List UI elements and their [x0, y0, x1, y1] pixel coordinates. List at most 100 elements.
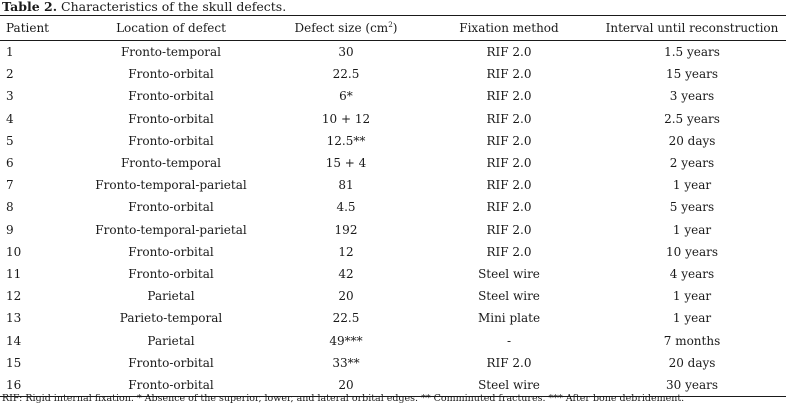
caption-text: Characteristics of the skull defects.: [57, 0, 287, 14]
table-row: 10 Fronto-orbital 12 RIF 2.0 10 years: [0, 241, 786, 263]
skull-defects-table: Patient Location of defect Defect size (…: [0, 15, 786, 397]
table-row: 11 Fronto-orbital 42 Steel wire 4 years: [0, 263, 786, 285]
column-header-interval: Interval until reconstruction: [592, 15, 786, 41]
table-header-row: Patient Location of defect Defect size (…: [0, 15, 786, 41]
cell-patient: 14: [6, 333, 22, 348]
table-row: 14 Parietal 49*** - 7 months: [0, 329, 786, 351]
cell-defect-size: 12: [338, 244, 354, 259]
cell-defect-size: 42: [338, 266, 354, 281]
cell-fixation: Mini plate: [477, 311, 541, 326]
cell-interval: 20 days: [668, 355, 716, 370]
column-header-patient: Patient: [0, 15, 76, 41]
cell-patient: 16: [0, 373, 76, 397]
size-header-prefix: Defect size (cm: [294, 21, 389, 35]
cell-fixation: Steel wire: [478, 289, 540, 304]
cell-defect-size: 30: [338, 45, 354, 60]
column-header-location: Location of defect: [76, 15, 266, 41]
column-header-defect-size: Defect size (cm2): [266, 15, 426, 41]
cell-patient: 15: [6, 355, 22, 370]
cell-defect-size: 33**: [332, 355, 360, 370]
cell-interval: 20 days: [668, 133, 716, 148]
caption-label: Table 2.: [2, 0, 58, 14]
cell-patient: 7: [6, 178, 14, 193]
cell-location: Fronto-temporal: [120, 45, 222, 60]
table-row: 6 Fronto-temporal 15 + 4 RIF 2.0 2 years: [0, 152, 786, 174]
cell-interval: 1.5 years: [664, 45, 720, 60]
cell-defect-size: 81: [338, 178, 354, 193]
table-row: 12 Parietal 20 Steel wire 1 year: [0, 285, 786, 307]
cell-patient: 12: [6, 289, 22, 304]
table-row: 1 Fronto-temporal 30 RIF 2.0 1.5 years: [0, 41, 786, 64]
cell-patient: 4: [6, 111, 14, 126]
table-caption: Table 2. Characteristics of the skull de…: [2, 0, 286, 14]
cell-defect-size: 22.5: [332, 67, 360, 82]
cell-patient: 1: [6, 45, 14, 60]
cell-patient: 13: [6, 311, 22, 326]
cell-patient: 10: [6, 244, 22, 259]
size-header-suffix: ): [392, 21, 398, 35]
cell-fixation: RIF 2.0: [486, 111, 532, 126]
cell-defect-size: 15 + 4: [325, 156, 367, 171]
table-row: 5 Fronto-orbital 12.5** RIF 2.0 20 days: [0, 130, 786, 152]
cell-fixation: Steel wire: [478, 266, 540, 281]
table-row: 3 Fronto-orbital 6* RIF 2.0 3 years: [0, 85, 786, 107]
cell-interval: 1 year: [672, 178, 712, 193]
cell-defect-size: 49***: [329, 333, 363, 348]
cell-location: Fronto-orbital: [128, 111, 214, 126]
cell-location: Fronto-orbital: [128, 200, 214, 215]
cell-defect-size: 20: [266, 373, 426, 397]
cell-interval: 15 years: [665, 67, 718, 82]
cell-fixation: RIF 2.0: [486, 156, 532, 171]
cell-location: Parietal: [147, 333, 195, 348]
cell-patient: 11: [6, 266, 22, 281]
cell-defect-size: 6*: [339, 89, 353, 104]
cell-location: Fronto-orbital: [128, 266, 214, 281]
cell-interval: 30 years: [592, 373, 786, 397]
cell-location: Fronto-orbital: [128, 244, 214, 259]
table-row: 13 Parieto-temporal 22.5 Mini plate 1 year: [0, 307, 786, 329]
cell-patient: 3: [6, 89, 14, 104]
cell-patient: 2: [6, 67, 14, 82]
cell-interval: 7 months: [663, 333, 721, 348]
cell-fixation: RIF 2.0: [486, 244, 532, 259]
cell-fixation: RIF 2.0: [486, 133, 532, 148]
cell-location: Fronto-temporal: [120, 156, 222, 171]
cell-location: Fronto-orbital: [128, 67, 214, 82]
table-row: 7 Fronto-temporal-parietal 81 RIF 2.0 1 year: [0, 174, 786, 196]
cell-fixation: RIF 2.0: [486, 200, 532, 215]
cell-patient: 9: [6, 222, 14, 237]
table-row: 9 Fronto-temporal-parietal 192 RIF 2.0 1 yea…: [0, 219, 786, 241]
column-header-fixation: Fixation method: [426, 15, 592, 41]
cell-interval: 5 years: [669, 200, 715, 215]
cell-location: Fronto-orbital: [128, 355, 214, 370]
cell-fixation: RIF 2.0: [486, 45, 532, 60]
cell-interval: 4 years: [669, 266, 715, 281]
table-row: 16 Fronto-orbital 20 Steel wire 30 years: [0, 373, 786, 397]
table-row: 8 Fronto-orbital 4.5 RIF 2.0 5 years: [0, 196, 786, 218]
cell-defect-size: 22.5: [332, 311, 360, 326]
cell-location: Fronto-temporal-parietal: [95, 178, 247, 193]
cell-defect-size: 4.5: [336, 200, 356, 215]
cell-location: Parietal: [147, 289, 195, 304]
cell-interval: 1 year: [672, 311, 712, 326]
cell-defect-size: 10 + 12: [321, 111, 371, 126]
cell-interval: 1 year: [672, 289, 712, 304]
cell-location: Fronto-orbital: [76, 373, 266, 397]
cell-defect-size: 20: [338, 289, 354, 304]
cell-fixation: RIF 2.0: [486, 67, 532, 82]
cell-interval: 2 years: [669, 156, 715, 171]
table-footnote: RIF: Rigid internal fixation. * Absence …: [2, 393, 685, 404]
size-header-superscript: 2: [388, 20, 393, 29]
cell-patient: 6: [6, 156, 14, 171]
cell-patient: 8: [6, 200, 14, 215]
cell-interval: 2.5 years: [664, 111, 720, 126]
table-row: 15 Fronto-orbital 33** RIF 2.0 20 days: [0, 352, 786, 374]
cell-fixation: RIF 2.0: [486, 355, 532, 370]
table-row: 4 Fronto-orbital 10 + 12 RIF 2.0 2.5 years: [0, 108, 786, 130]
cell-location: Fronto-temporal-parietal: [95, 222, 247, 237]
cell-patient: 5: [6, 133, 14, 148]
cell-defect-size: 12.5**: [326, 133, 366, 148]
cell-interval: 1 year: [672, 222, 712, 237]
table-body: 1 Fronto-temporal 30 RIF 2.0 1.5 years 2 Fron…: [0, 41, 786, 397]
cell-interval: 3 years: [669, 89, 715, 104]
